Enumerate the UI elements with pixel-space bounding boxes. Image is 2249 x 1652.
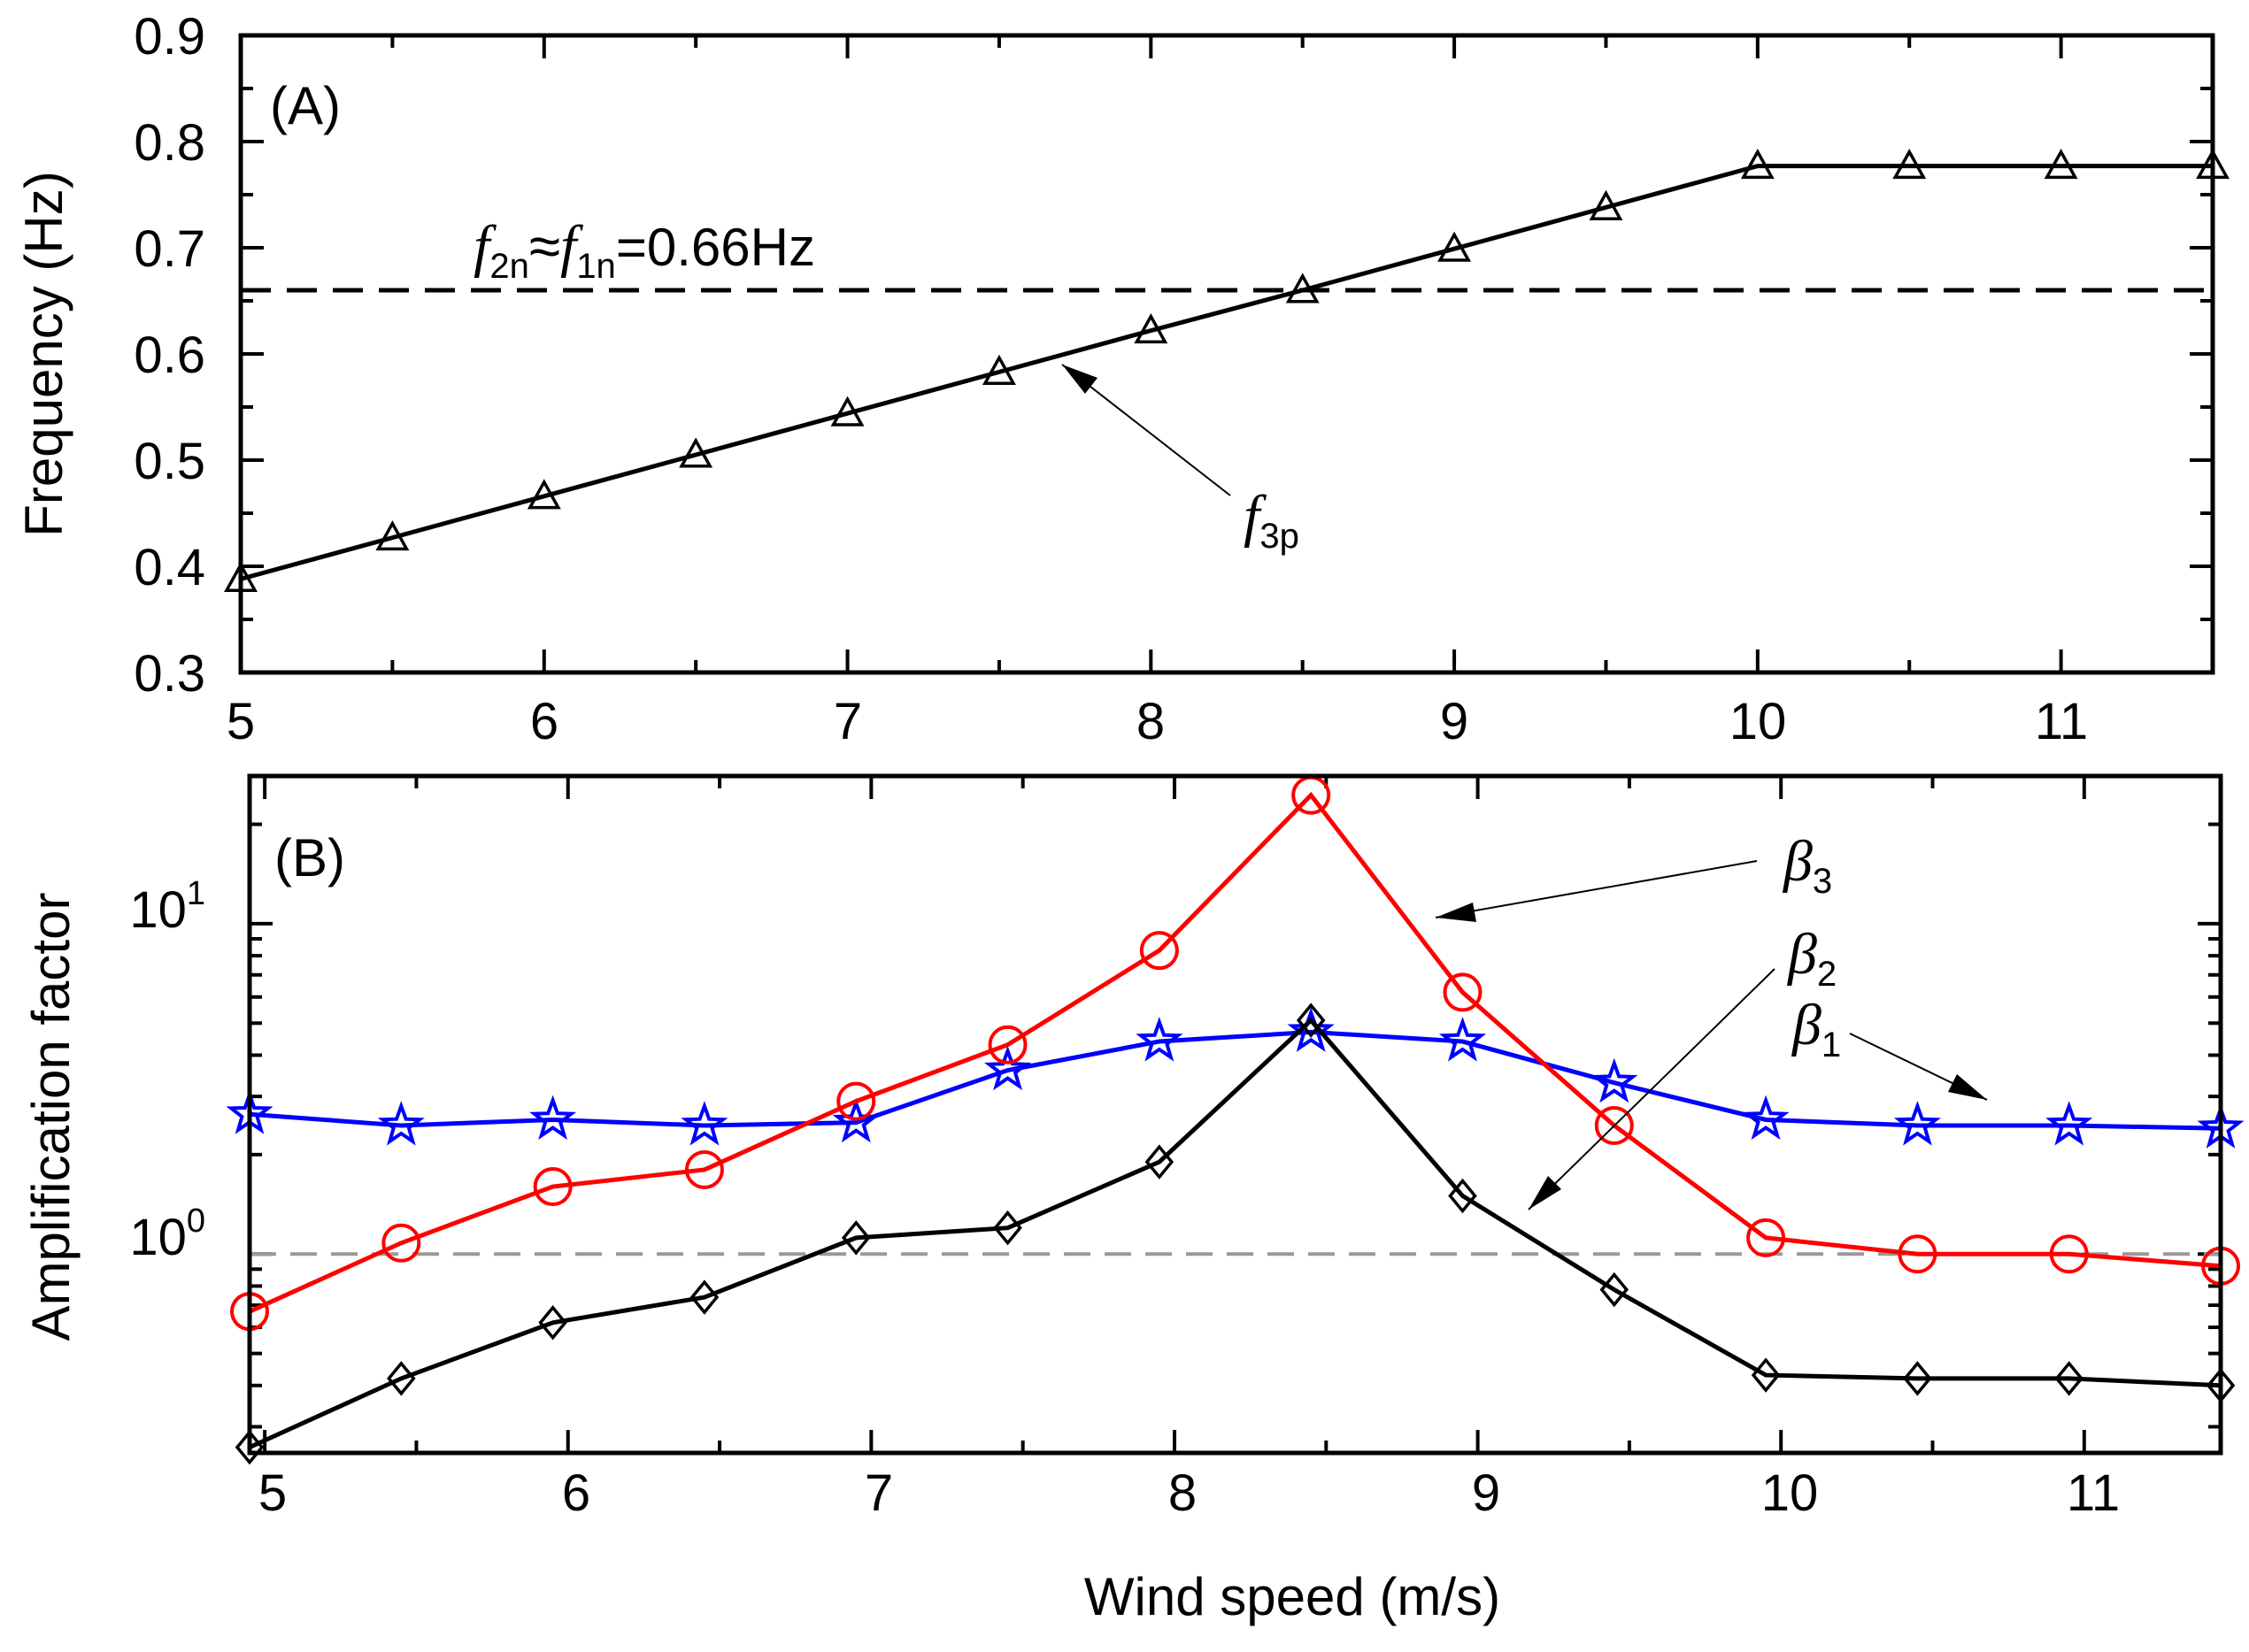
beta2-point <box>1751 1357 1781 1393</box>
beta1-annotation-arrowhead <box>1948 1074 1987 1100</box>
beta1-point <box>1287 1007 1335 1052</box>
b-panel-label: (B) <box>274 828 345 887</box>
f3p-point <box>375 519 410 551</box>
beta2-point <box>387 1361 416 1396</box>
f3p-line <box>240 164 2213 581</box>
beta1-point <box>832 1097 880 1143</box>
a-ytick-label: 0.4 <box>134 539 205 596</box>
beta2-point <box>2054 1361 2083 1396</box>
f3p-point <box>830 396 865 426</box>
f3p-point <box>1437 231 1472 262</box>
a-panel-label: (A) <box>270 76 341 135</box>
f3p-annotation-arrowhead <box>1062 365 1098 394</box>
beta3-point <box>1746 1218 1786 1257</box>
a-ytick-label: 0.9 <box>134 8 205 65</box>
a-y-axis-label: Frequency (Hz) <box>14 171 73 536</box>
beta3-point <box>1898 1234 1937 1274</box>
b-xtick-label: 11 <box>2067 1464 2120 1522</box>
beta3-point <box>684 1149 724 1189</box>
a-ytick-label: 0.7 <box>134 220 205 278</box>
beta2-annotation-label: β2 <box>1786 922 1837 994</box>
beta3-point <box>1139 931 1179 971</box>
panel-b-series <box>226 775 2245 1465</box>
panel-b-frame <box>247 773 2223 1456</box>
beta2-point <box>235 1429 265 1465</box>
beta1-line <box>249 1029 2222 1131</box>
b-x-axis-label: Wind speed (m/s) <box>1084 1567 1500 1626</box>
beta3-line <box>248 791 2222 1314</box>
b-y-axis-label: Amplification factor <box>21 893 81 1341</box>
beta1-annotation-label: β1 <box>1791 993 1841 1064</box>
b-ytick-label-10-1: 101 <box>129 875 205 939</box>
beta1-point <box>983 1045 1032 1091</box>
a-xtick-label: 6 <box>530 693 558 750</box>
a-ytick-label: 0.5 <box>134 433 205 490</box>
beta3-point <box>988 1025 1028 1064</box>
panel-a: 5 6 7 8 9 10 11 0.3 0.4 0.5 0.6 0.7 0.8 … <box>14 8 2230 750</box>
beta1-point <box>681 1101 728 1146</box>
beta2-point <box>1599 1272 1629 1308</box>
beta2-point <box>1296 1003 1326 1038</box>
a-xtick-label: 10 <box>1729 693 1787 750</box>
beta2-point <box>1903 1361 1932 1396</box>
b-xtick-label: 5 <box>258 1464 287 1522</box>
beta2-line <box>248 1017 2222 1449</box>
beta3-point <box>836 1081 876 1121</box>
a-xtick-label: 11 <box>2035 693 2088 750</box>
a-ytick-label: 0.6 <box>134 327 205 384</box>
beta3-annotation-label: β3 <box>1782 829 1832 901</box>
panel-a-ticks <box>239 34 2213 674</box>
beta1-point <box>529 1095 577 1141</box>
a-reference-label: f2n≈f1n=0.66Hz <box>474 214 815 286</box>
b-xtick-label: 8 <box>1168 1464 1197 1522</box>
a-ytick-label: 0.8 <box>134 114 205 172</box>
beta1-point <box>377 1101 425 1146</box>
beta1-point <box>1438 1017 1487 1062</box>
b-xtick-label: 6 <box>562 1464 590 1522</box>
panel-b: 5 6 7 8 9 10 11 101 100 Amplification fa… <box>21 773 2245 1626</box>
a-xtick-label: 7 <box>834 693 862 750</box>
beta3-point <box>1443 972 1483 1012</box>
beta2-point <box>841 1220 871 1256</box>
f3p-point <box>1892 148 1927 180</box>
beta3-point <box>1594 1105 1634 1145</box>
beta1-point <box>1136 1017 1183 1062</box>
f3p-point <box>1134 312 1168 344</box>
beta1-point <box>1893 1101 1941 1146</box>
b-xtick-label: 10 <box>1761 1464 1819 1522</box>
a-ytick-label: 0.3 <box>134 645 205 703</box>
beta2-point <box>1448 1178 1477 1214</box>
f3p-point <box>1740 148 1775 180</box>
a-xtick-label: 5 <box>227 693 255 750</box>
beta2-point <box>689 1279 720 1315</box>
beta2-annotation-arrowhead <box>1529 1176 1561 1210</box>
f3p-point <box>982 354 1016 385</box>
beta1-point <box>1590 1057 1638 1103</box>
beta2-point <box>538 1304 567 1341</box>
beta1-point <box>2045 1101 2093 1146</box>
beta2-point <box>993 1210 1022 1246</box>
beta3-annotation-arrow <box>1435 860 1758 918</box>
b-ytick-label-10-0: 100 <box>129 1203 205 1266</box>
panel-a-series <box>224 148 2230 592</box>
beta2-annotation-arrow <box>1528 968 1775 1210</box>
a-xtick-label: 9 <box>1440 693 1468 750</box>
beta3-point <box>381 1223 421 1263</box>
beta3-point <box>2049 1234 2089 1274</box>
f3p-point <box>2044 148 2078 180</box>
f3p-annotation-label: f3p <box>1244 484 1299 556</box>
beta3-annotation-arrowhead <box>1436 903 1476 922</box>
f3p-point <box>679 437 713 468</box>
beta2-point <box>1144 1144 1175 1179</box>
beta1-point <box>1742 1095 1790 1141</box>
f3p-point <box>1285 273 1320 304</box>
f3p-point <box>527 479 561 510</box>
f3p-point <box>1589 189 1623 220</box>
beta3-point <box>533 1167 573 1207</box>
b-xtick-label: 7 <box>865 1464 893 1522</box>
b-xtick-label: 9 <box>1472 1464 1500 1522</box>
panel-a-frame <box>238 33 2215 675</box>
a-xtick-label: 8 <box>1136 693 1165 750</box>
